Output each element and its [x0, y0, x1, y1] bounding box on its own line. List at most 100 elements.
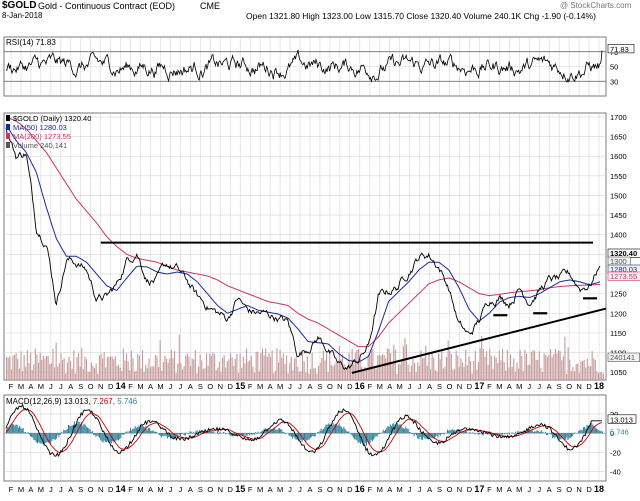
macd-hist-bar: [134, 426, 136, 434]
macd-hist-bar: [67, 424, 69, 434]
price-month-label: J: [537, 382, 541, 391]
volume-bar: [87, 371, 89, 380]
macd-hist-bar: [395, 423, 397, 434]
volume-bar: [15, 353, 17, 380]
price-tick-label: 1400: [610, 231, 627, 240]
macd-hist-bar: [8, 426, 10, 434]
volume-bar: [234, 358, 236, 380]
volume-bar: [170, 349, 172, 380]
volume-bar: [409, 372, 411, 380]
macd-hist-bar: [120, 433, 122, 438]
macd-hist-bar: [451, 429, 453, 434]
volume-bar: [340, 359, 342, 380]
rsi-tick-label: 50: [610, 63, 618, 72]
macd-hist-bar: [115, 433, 117, 441]
macd-month-label: A: [427, 485, 432, 494]
volume-bar: [196, 373, 198, 380]
macd-hist-bar: [150, 431, 152, 434]
volume-bar: [532, 349, 534, 380]
macd-hist-bar: [568, 433, 570, 439]
price-month-label: M: [496, 382, 502, 391]
macd-hist-bar: [580, 429, 582, 434]
volume-bar: [537, 359, 539, 380]
macd-hist-bar: [268, 429, 270, 434]
volume-bar: [599, 372, 601, 380]
price-month-label: N: [457, 382, 462, 391]
macd-hist-bar: [168, 433, 170, 438]
volume-bar: [385, 358, 387, 380]
volume-bar: [55, 342, 57, 380]
price-month-label: 18: [594, 381, 604, 391]
macd-hist-bar: [351, 433, 353, 437]
macd-hist-bar: [65, 429, 67, 434]
volume-bar: [511, 366, 513, 380]
volume-bar: [438, 353, 440, 380]
macd-hist-bar: [362, 433, 364, 445]
volume-bar: [273, 373, 275, 380]
volume-bar: [436, 371, 438, 380]
macd-hist-bar: [565, 433, 567, 440]
volume-bar: [294, 358, 296, 380]
macd-hist-bar: [14, 425, 16, 434]
macd-hist-bar: [363, 433, 365, 446]
volume-bar: [329, 350, 331, 380]
macd-month-label: O: [566, 485, 572, 494]
volume-bar: [426, 365, 428, 380]
volume-bar: [222, 357, 224, 380]
volume-bar: [575, 363, 577, 380]
volume-bar: [193, 359, 195, 380]
macd-hist-bar: [507, 432, 509, 434]
macd-hist-bar: [535, 431, 537, 434]
volume-bar: [116, 365, 118, 380]
macd-hist-bar: [588, 424, 590, 434]
price-month-label: J: [59, 382, 63, 391]
macd-hist-bar: [252, 433, 254, 435]
volume-bar: [354, 352, 356, 380]
volume-bar: [114, 356, 116, 380]
macd-hist-label: 5.746: [610, 427, 629, 436]
macd-hist-bar: [314, 433, 316, 437]
macd-hist-bar: [338, 423, 340, 434]
macd-hist-bar: [177, 433, 179, 435]
macd-hist-bar: [299, 433, 301, 441]
volume-bar: [23, 354, 25, 380]
macd-hist-bar: [124, 433, 126, 435]
volume-bar: [487, 364, 489, 380]
volume-bar: [110, 356, 112, 380]
macd-line: [5, 403, 602, 457]
macd-hist-bar: [364, 433, 366, 444]
price-month-label: F: [248, 382, 253, 391]
volume-bar: [593, 358, 595, 380]
volume-bar: [321, 357, 323, 380]
macd-hist-bar: [93, 433, 95, 435]
macd-hist-bar: [205, 430, 207, 434]
macd-hist-bar: [443, 433, 445, 435]
macd-hist-bar: [399, 424, 401, 434]
macd-hist-bar: [514, 431, 516, 434]
macd-month-label: 17: [474, 484, 484, 494]
macd-hist-bar: [244, 433, 246, 435]
macd-hist-bar: [563, 433, 565, 440]
volume-bar: [241, 367, 243, 380]
macd-tick-label: -40: [610, 467, 621, 476]
macd-hist-bar: [412, 433, 414, 435]
volume-bar: [153, 366, 155, 380]
volume-bar: [90, 362, 92, 380]
macd-hist-bar: [77, 421, 79, 434]
price-month-label: O: [88, 382, 94, 391]
macd-hist-bar: [298, 433, 300, 441]
macd-hist-bar: [236, 433, 238, 435]
price-month-label: O: [207, 382, 213, 391]
macd-hist-bar: [184, 433, 186, 436]
volume-bar: [265, 348, 267, 380]
macd-hist-bar: [100, 433, 102, 440]
macd-hist-bar: [89, 429, 91, 434]
volume-bar: [478, 361, 480, 380]
macd-hist-bar: [542, 431, 544, 434]
macd-month-label: D: [586, 485, 592, 494]
volume-bar: [7, 357, 9, 380]
price-month-label: S: [78, 382, 83, 391]
volume-bar: [598, 373, 600, 380]
macd-month-label: M: [157, 485, 163, 494]
macd-hist-bar: [602, 431, 603, 434]
